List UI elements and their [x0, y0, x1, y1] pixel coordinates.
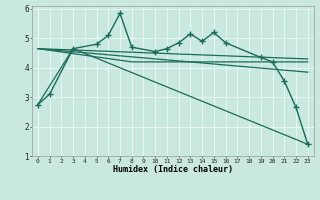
X-axis label: Humidex (Indice chaleur): Humidex (Indice chaleur) — [113, 165, 233, 174]
